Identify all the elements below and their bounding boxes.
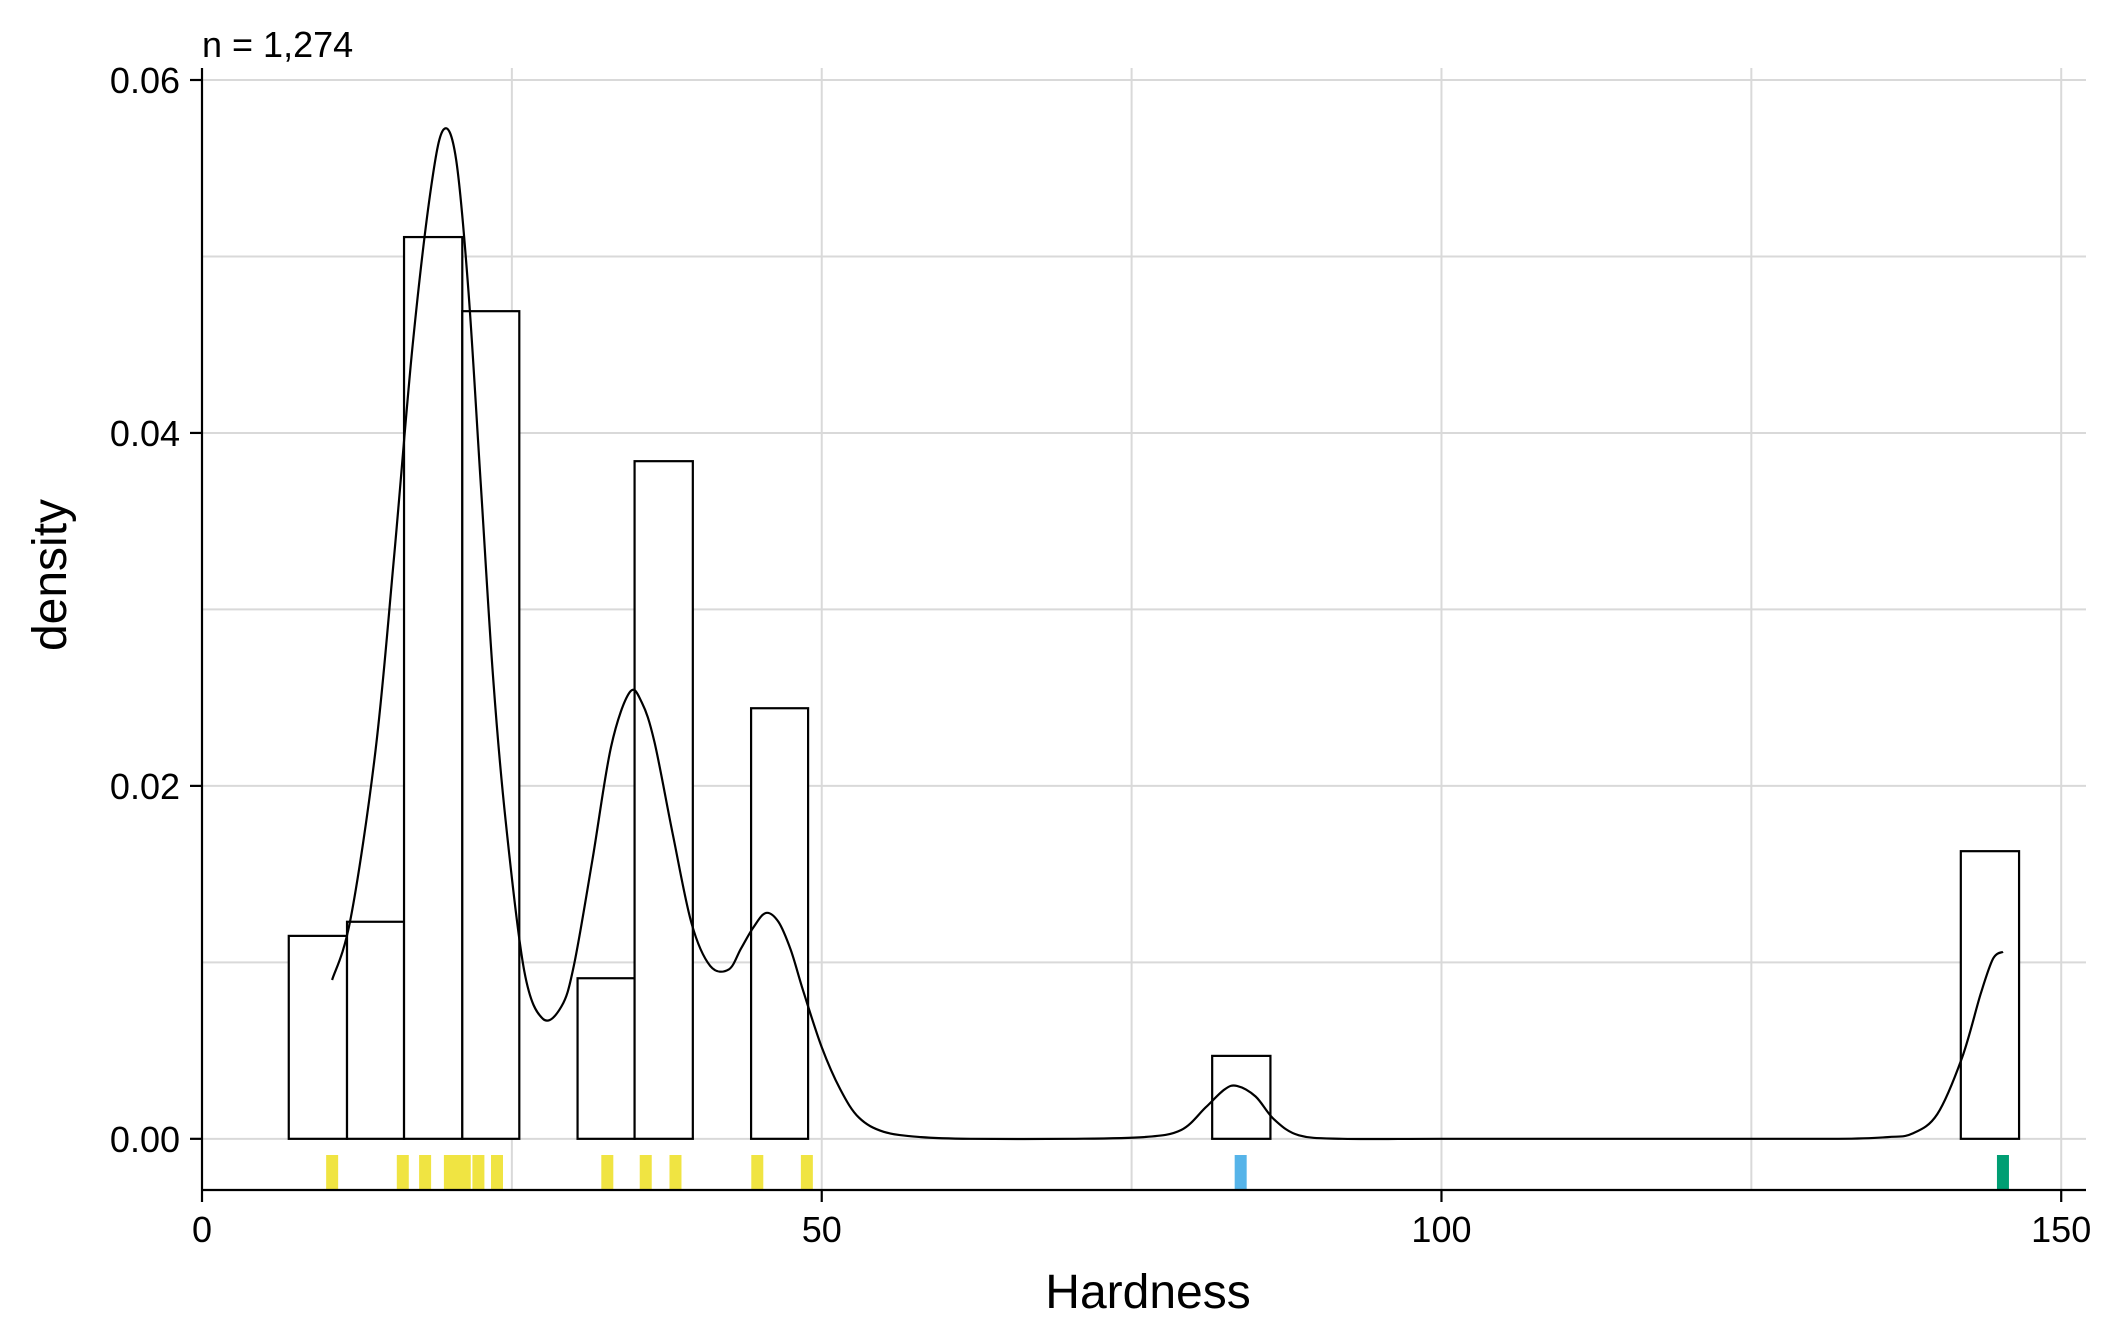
histogram-bar [1211, 1054, 1272, 1140]
histogram-bar [402, 235, 464, 1140]
y-tick-label: 0.02 [110, 766, 180, 807]
histogram-bar [461, 310, 521, 1140]
rug-mark [419, 1155, 432, 1189]
rug-mark [751, 1155, 764, 1189]
histogram-bar [633, 460, 694, 1140]
x-tick-label: 0 [192, 1209, 212, 1250]
rug-mark [1996, 1155, 2009, 1189]
y-tick-label: 0.00 [110, 1119, 180, 1160]
chart-subtitle: n = 1,274 [202, 24, 353, 65]
rug-mark [396, 1155, 409, 1189]
tick-labels: 0 50 100 150 0.00 0.02 0.04 0.06 [110, 60, 2091, 1250]
rug-marks [326, 1155, 2009, 1189]
histogram-bar [576, 977, 636, 1140]
histogram-bar [1959, 850, 2021, 1140]
rug-mark [800, 1155, 813, 1189]
histogram-bar [345, 920, 406, 1140]
x-tick-label: 150 [2031, 1209, 2091, 1250]
rug-mark [669, 1155, 682, 1189]
y-axis-title: density [24, 499, 77, 651]
histogram-bars [287, 235, 2021, 1140]
x-tick-label: 50 [802, 1209, 842, 1250]
y-tick-label: 0.04 [110, 413, 180, 454]
rug-mark [490, 1155, 503, 1189]
axes [190, 68, 2086, 1202]
y-tick-label: 0.06 [110, 60, 180, 101]
density-curve [331, 127, 2004, 1141]
density-curve-layer [331, 127, 2004, 1141]
rug-mark [601, 1155, 614, 1189]
rug-mark [639, 1155, 652, 1189]
rug-mark [326, 1155, 339, 1189]
rug-mark [448, 1155, 461, 1189]
rug-mark [472, 1155, 485, 1189]
rug-mark [1234, 1155, 1247, 1189]
rug-mark [458, 1155, 471, 1189]
x-tick-label: 100 [1411, 1209, 1471, 1250]
x-axis-title: Hardness [1045, 1266, 1250, 1319]
